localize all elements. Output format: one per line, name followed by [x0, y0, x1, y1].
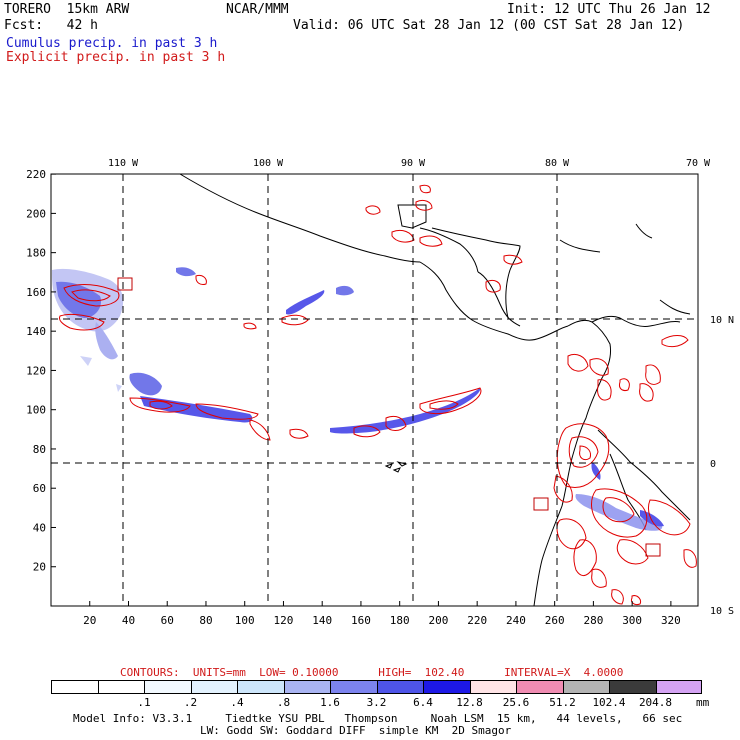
- x-tick-label: 20: [83, 614, 96, 627]
- y-tick-label: 220: [26, 168, 46, 181]
- init-time: Init: 12 UTC Thu 26 Jan 12: [507, 2, 711, 17]
- y-tick-label: 180: [26, 247, 46, 260]
- legend-level: .8: [276, 696, 291, 709]
- y-tick-label: 160: [26, 286, 46, 299]
- x-tick-label: 100: [235, 614, 255, 627]
- longitude-label: 80 W: [545, 158, 570, 169]
- legend-swatch: [376, 680, 424, 694]
- x-tick-label: 160: [351, 614, 371, 627]
- legend-swatch: [609, 680, 657, 694]
- model-name: TORERO 15km ARW: [4, 2, 130, 17]
- legend-level: 204.8: [638, 696, 673, 709]
- latitude-label: 0: [710, 459, 716, 470]
- organization: NCAR/MMM: [226, 2, 289, 17]
- x-tick-label: 240: [506, 614, 526, 627]
- legend-swatch: [283, 680, 331, 694]
- legend-swatch: [423, 680, 471, 694]
- longitude-labels: 110 W 100 W 90 W 80 W 70 W: [108, 158, 711, 169]
- map-frame: [50, 173, 699, 607]
- legend-swatch: [237, 680, 285, 694]
- y-tick-label: 200: [26, 207, 46, 220]
- legend-swatch: [190, 680, 238, 694]
- latitude-labels: 10 N 0 10 S: [710, 315, 734, 617]
- legend-level: 51.2: [549, 696, 576, 709]
- latitude-label: 10 N: [710, 315, 734, 326]
- legend-unit: mm: [696, 696, 710, 709]
- forecast-hour: Fcst: 42 h: [4, 18, 98, 33]
- longitude-label: 110 W: [108, 158, 139, 169]
- y-axis-labels: 220 200 180 160 140 120 100 80 60 40 20: [26, 168, 46, 574]
- latitude-label: 10 S: [710, 606, 734, 617]
- contours-info: CONTOURS: UNITS=mm LOW= 0.10000 HIGH= 10…: [120, 666, 624, 679]
- legend-swatch: [516, 680, 564, 694]
- y-tick-label: 20: [33, 561, 46, 574]
- x-tick-label: 40: [122, 614, 135, 627]
- x-tick-label: 200: [428, 614, 448, 627]
- legend-level: .4: [230, 696, 244, 709]
- x-tick-label: 300: [622, 614, 642, 627]
- x-tick-label: 260: [545, 614, 565, 627]
- y-tick-label: 40: [33, 521, 46, 534]
- longitude-label: 90 W: [401, 158, 426, 169]
- x-tick-label: 80: [199, 614, 212, 627]
- legend-swatch: [469, 680, 517, 694]
- x-tick-label: 140: [312, 614, 332, 627]
- model-info-physics: LW: Godd SW: Goddard DIFF simple KM 2D S…: [200, 724, 512, 737]
- cumulus-label: Cumulus precip. in past 3 h: [6, 36, 218, 51]
- legend-swatch: [655, 680, 702, 694]
- y-tick-label: 80: [33, 443, 46, 456]
- legend-swatch: [97, 680, 145, 694]
- y-tick-label: 120: [26, 364, 46, 377]
- explicit-precip: [59, 184, 697, 605]
- longitude-label: 70 W: [686, 158, 711, 169]
- legend-level: 6.4: [413, 696, 433, 709]
- axis-ticks: [51, 173, 672, 606]
- x-axis-labels: 20 40 60 80 100 120 140 160 180 200 220 240 260 280 30…: [83, 614, 681, 627]
- legend-level: 3.2: [366, 696, 387, 709]
- legend-level: 12.8: [456, 696, 483, 709]
- coastlines: [179, 173, 691, 607]
- legend-level: 102.4: [592, 696, 626, 709]
- y-tick-label: 60: [33, 482, 46, 495]
- model-info: Model Info: V3.3.1 Tiedtke YSU PBL Thomp…: [73, 712, 683, 725]
- graticule: [51, 174, 698, 606]
- x-tick-label: 180: [390, 614, 410, 627]
- legend-swatch: [330, 680, 378, 694]
- y-tick-label: 100: [26, 404, 46, 417]
- x-tick-label: 320: [661, 614, 681, 627]
- legend-level: .1: [137, 696, 151, 709]
- y-tick-label: 140: [26, 325, 46, 338]
- x-tick-label: 120: [274, 614, 294, 627]
- x-tick-label: 220: [467, 614, 487, 627]
- legend-swatch: [562, 680, 610, 694]
- legend-swatch: [51, 680, 99, 694]
- legend-swatch: [144, 680, 192, 694]
- legend-level: .2: [183, 696, 198, 709]
- x-tick-label: 60: [161, 614, 174, 627]
- legend-level: 1.6: [320, 696, 340, 709]
- valid-time: Valid: 06 UTC Sat 28 Jan 12 (00 CST Sat …: [293, 18, 685, 33]
- x-tick-label: 280: [583, 614, 603, 627]
- longitude-label: 100 W: [253, 158, 284, 169]
- station-markers: [117, 277, 661, 557]
- legend-level: 25.6: [502, 696, 530, 709]
- explicit-label: Explicit precip. in past 3 h: [6, 50, 226, 65]
